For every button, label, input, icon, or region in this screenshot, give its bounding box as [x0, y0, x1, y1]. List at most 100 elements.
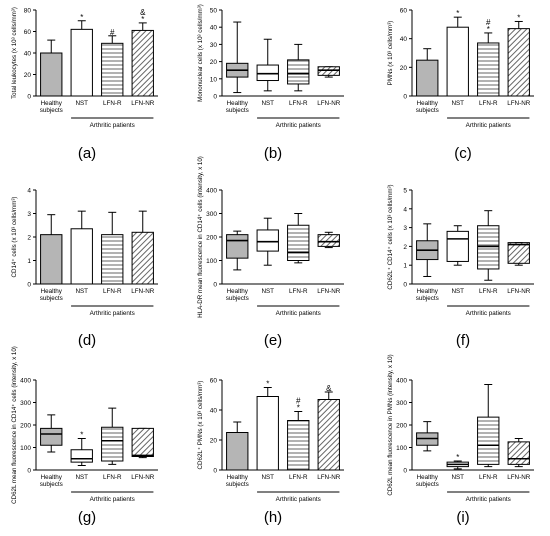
bar [477, 42, 500, 97]
x-tick-label: subjects [416, 107, 439, 114]
y-tick-label: 400 [206, 188, 217, 195]
y-tick-label: 200 [20, 423, 31, 430]
panel-label: (i) [456, 509, 469, 526]
chart-panel-4: 0 1 2 3 4 CD14⁺ cells (x 10³ cells/mm³) Health… [11, 188, 158, 349]
x-tick-label: subjects [40, 295, 63, 302]
x-tick-label: LFN-NR [507, 100, 531, 107]
x-tick-label: LFN-NR [317, 100, 341, 107]
y-tick-label: 0 [213, 282, 217, 289]
bar [226, 432, 249, 471]
y-tick-label: 30 [210, 42, 218, 49]
y-tick-label: 400 [396, 378, 407, 385]
y-tick-label: 40 [210, 408, 218, 415]
panel-label: (c) [454, 145, 472, 162]
y-axis-label: CD14⁺ cells (x 10³ cells/mm³) [11, 197, 18, 278]
y-tick-label: 20 [210, 59, 218, 66]
panel-label: (d) [78, 332, 96, 349]
y-tick-label: 40 [24, 51, 32, 58]
y-tick-label: 2 [403, 244, 407, 251]
box [131, 427, 154, 457]
x-tick-label: subjects [226, 107, 249, 114]
y-tick-label: 20 [210, 438, 218, 445]
y-tick-label: 0 [27, 282, 31, 289]
significance-marker: * [487, 25, 490, 34]
x-tick-label: NST [75, 474, 88, 481]
y-tick-label: 300 [20, 400, 31, 407]
box [507, 242, 530, 264]
box [256, 64, 279, 82]
box [226, 234, 249, 259]
significance-marker: # [110, 28, 115, 37]
group-label: Arthritic patients [90, 496, 135, 503]
significance-marker: * [456, 9, 459, 18]
y-axis-label: Total leukocytes (x 10³ cells/mm³) [11, 7, 18, 99]
x-tick-label: LFN-R [289, 100, 308, 107]
box [317, 66, 340, 76]
chart-panel-1: 0 20 40 60 80 Total leukocytes (x 10³ cells/m… [11, 7, 158, 162]
group-label: Arthritic patients [466, 122, 511, 129]
significance-marker: & [326, 384, 332, 393]
panel-label: (e) [264, 332, 282, 349]
y-axis-label: HLA-DR mean fluorescence in CD14⁺ cells … [197, 156, 204, 318]
significance-marker: * [297, 404, 300, 413]
box [446, 230, 469, 262]
x-tick-label: subjects [40, 481, 63, 488]
bar [70, 228, 93, 285]
x-tick-label: Healthy [227, 100, 249, 107]
group-label: Arthritic patients [276, 496, 321, 503]
significance-marker: * [456, 453, 459, 462]
box [477, 416, 500, 465]
x-tick-label: LFN-NR [317, 288, 341, 295]
y-tick-label: 60 [210, 378, 218, 385]
significance-marker: & [140, 8, 146, 17]
x-tick-label: NST [451, 100, 464, 107]
x-tick-label: LFN-NR [507, 288, 531, 295]
significance-marker: * [141, 15, 144, 24]
y-tick-label: 50 [210, 8, 218, 15]
box [101, 426, 124, 462]
y-tick-label: 0 [213, 94, 217, 101]
x-tick-label: LFN-NR [131, 474, 155, 481]
box [40, 427, 63, 446]
y-axis-label: CD62L⁺ CD14⁺ cells (x 10³ cells/mm³) [387, 184, 394, 289]
y-tick-label: 2 [27, 235, 31, 242]
bar [317, 399, 340, 471]
x-tick-label: subjects [226, 295, 249, 302]
y-tick-label: 80 [24, 8, 32, 15]
bar [287, 420, 310, 471]
bar [40, 52, 63, 97]
panel-label: (f) [456, 332, 470, 349]
y-tick-label: 1 [403, 263, 407, 270]
x-tick-label: NST [75, 100, 88, 107]
y-axis-label: Mononuclear cells (x 10³ cells/mm³) [197, 4, 204, 102]
x-tick-label: NST [451, 474, 464, 481]
x-tick-label: LFN-R [479, 100, 498, 107]
x-tick-label: Healthy [41, 474, 63, 481]
y-axis-label: CD62L mean fluorescence in PMNs (intensi… [387, 354, 394, 495]
bar [101, 234, 124, 285]
y-tick-label: 10 [210, 76, 218, 83]
y-tick-label: 400 [20, 378, 31, 385]
bar [446, 26, 469, 97]
significance-marker: * [80, 13, 83, 22]
y-tick-label: 40 [400, 36, 408, 43]
x-tick-label: LFN-R [103, 288, 122, 295]
chart-panel-6: 0 1 2 3 4 5 CD62L⁺ CD14⁺ cells (x 10³ cells/mm… [387, 184, 534, 349]
chart-panel-2: 0 10 20 30 40 50 Mononuclear cells (x 10³ cell… [197, 4, 344, 162]
y-tick-label: 40 [210, 25, 218, 32]
bar [131, 29, 154, 97]
y-tick-label: 200 [396, 423, 407, 430]
x-tick-label: Healthy [417, 474, 439, 481]
x-tick-label: NST [75, 288, 88, 295]
x-tick-label: LFN-R [289, 474, 308, 481]
box [317, 234, 340, 247]
significance-marker: * [266, 380, 269, 389]
panel-label: (b) [264, 145, 282, 162]
box [256, 229, 279, 252]
y-tick-label: 0 [213, 468, 217, 475]
x-tick-label: Healthy [417, 100, 439, 107]
significance-marker: # [486, 18, 491, 27]
x-tick-label: NST [451, 288, 464, 295]
